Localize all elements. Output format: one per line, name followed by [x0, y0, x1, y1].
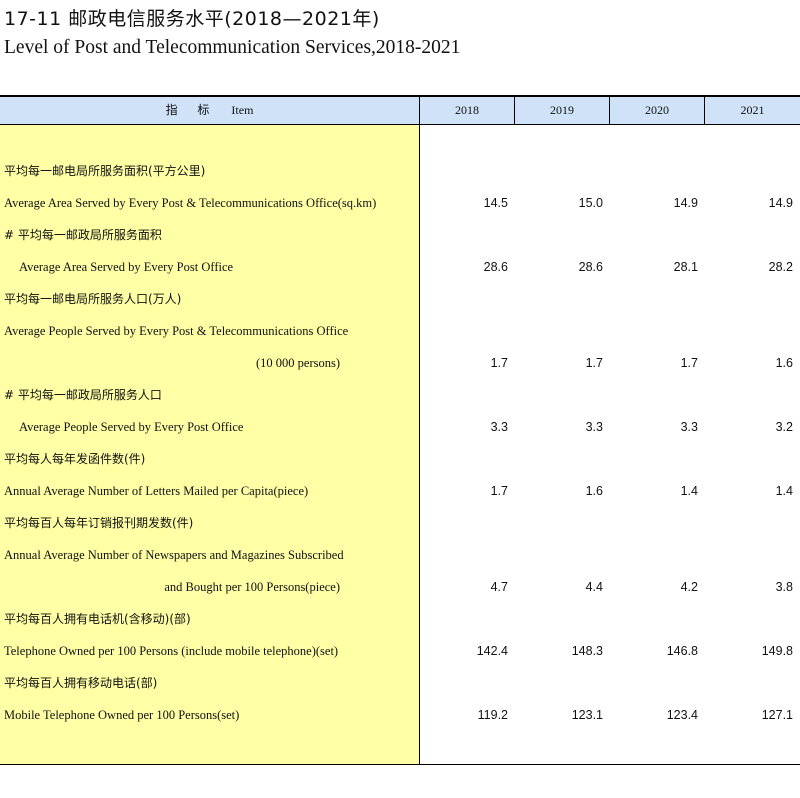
- value-cell-2020: 1.7: [680, 356, 698, 370]
- value-cell-2018: 1.7: [490, 356, 508, 370]
- table-row: 平均每百人每年订销报刊期发数(件): [0, 507, 800, 539]
- value-cell-2018: 3.3: [490, 420, 508, 434]
- value-cell-2018: 1.7: [490, 484, 508, 498]
- row-label: 平均每百人拥有电话机(含移动)(部): [4, 612, 191, 626]
- row-label: 平均每百人拥有移动电话(部): [4, 676, 158, 690]
- table-row: Annual Average Number of Newspapers and …: [0, 539, 800, 571]
- row-label: (10 000 persons): [255, 356, 340, 370]
- row-label: Average Area Served by Every Post & Tele…: [4, 196, 377, 210]
- table-row: Annual Average Number of Letters Mailed …: [0, 475, 800, 507]
- row-label: Average People Served by Every Post Offi…: [19, 420, 244, 434]
- value-cell-2021: 14.9: [768, 196, 793, 210]
- value-cell-2019: 1.6: [585, 484, 603, 498]
- value-cell-2020: 14.9: [673, 196, 698, 210]
- value-cell-2020: 123.4: [666, 708, 698, 722]
- table-row: # 平均每一邮政局所服务人口: [0, 379, 800, 411]
- header-item-english: Item: [231, 103, 254, 117]
- row-label: Annual Average Number of Letters Mailed …: [4, 484, 309, 498]
- row-label: 平均每一邮电局所服务人口(万人): [4, 292, 182, 306]
- table-row: (10 000 persons) 1.7 1.7 1.7 1.6: [0, 347, 800, 379]
- table-row: 平均每百人拥有电话机(含移动)(部): [0, 603, 800, 635]
- table-row: 平均每一邮电局所服务面积(平方公里): [0, 155, 800, 187]
- header-year-2018: 2018: [420, 97, 515, 124]
- value-cell-2019: 148.3: [571, 644, 603, 658]
- row-label: Mobile Telephone Owned per 100 Persons(s…: [4, 708, 240, 722]
- table-row: Telephone Owned per 100 Persons (include…: [0, 635, 800, 667]
- value-cell-2019: 1.7: [585, 356, 603, 370]
- table-title-english: Level of Post and Telecommunication Serv…: [4, 37, 461, 58]
- value-cell-2018: 119.2: [477, 708, 508, 722]
- value-cell-2018: 14.5: [483, 196, 508, 210]
- row-label: Average People Served by Every Post & Te…: [4, 324, 349, 338]
- value-cell-2020: 1.4: [680, 484, 698, 498]
- value-cell-2018: 28.6: [483, 260, 508, 274]
- header-item-chinese: 指 标: [165, 103, 218, 117]
- value-cell-2019: 4.4: [585, 580, 603, 594]
- value-cell-2020: 146.8: [666, 644, 698, 658]
- row-label: Annual Average Number of Newspapers and …: [4, 548, 344, 562]
- value-cell-2019: 15.0: [578, 196, 603, 210]
- table-top-rule: [0, 95, 800, 97]
- table-header-row: 指 标 Item 2018 2019 2020 2021: [0, 97, 800, 125]
- value-cell-2019: 3.3: [585, 420, 603, 434]
- item-column-background: [0, 125, 420, 764]
- value-cell-2019: 28.6: [578, 260, 603, 274]
- table-title-chinese: 17-11 邮政电信服务水平(2018—2021年): [4, 8, 380, 30]
- table-row: Mobile Telephone Owned per 100 Persons(s…: [0, 699, 800, 731]
- table-row: Average Area Served by Every Post & Tele…: [0, 187, 800, 219]
- value-cell-2021: 28.2: [768, 260, 793, 274]
- statistics-table: 指 标 Item 2018 2019 2020 2021 平均每一邮电局所服务面积…: [0, 95, 800, 765]
- header-year-2020: 2020: [610, 97, 705, 124]
- value-cell-2021: 149.8: [761, 644, 793, 658]
- row-label: # 平均每一邮政局所服务面积: [4, 228, 162, 242]
- table-row: # 平均每一邮政局所服务面积: [0, 219, 800, 251]
- table-row: 平均每一邮电局所服务人口(万人): [0, 283, 800, 315]
- table-row: Average People Served by Every Post Offi…: [0, 411, 800, 443]
- value-cell-2021: 3.8: [775, 580, 793, 594]
- row-label: Telephone Owned per 100 Persons (include…: [4, 644, 339, 658]
- row-label: 平均每人每年发函件数(件): [4, 452, 146, 466]
- value-cell-2021: 3.2: [775, 420, 793, 434]
- header-item: 指 标 Item: [0, 97, 420, 124]
- row-label: # 平均每一邮政局所服务人口: [4, 388, 162, 402]
- value-cell-2021: 1.4: [775, 484, 793, 498]
- value-cell-2021: 1.6: [775, 356, 793, 370]
- table-row: 平均每人每年发函件数(件): [0, 443, 800, 475]
- table-row: Average People Served by Every Post & Te…: [0, 315, 800, 347]
- value-cell-2018: 142.4: [476, 644, 508, 658]
- header-year-2021: 2021: [740, 103, 765, 117]
- table-bottom-rule: [0, 764, 800, 765]
- value-cell-2019: 123.1: [571, 708, 603, 722]
- row-label: and Bought per 100 Persons(piece): [164, 580, 340, 594]
- table-row: 平均每百人拥有移动电话(部): [0, 667, 800, 699]
- table-row: and Bought per 100 Persons(piece) 4.7 4.4 4…: [0, 571, 800, 603]
- header-year-2019: 2019: [515, 97, 610, 124]
- row-label: Average Area Served by Every Post Office: [19, 260, 234, 274]
- table-row: Average Area Served by Every Post Office…: [0, 251, 800, 283]
- row-label: 平均每百人每年订销报刊期发数(件): [4, 516, 194, 530]
- value-cell-2018: 4.7: [490, 580, 508, 594]
- value-cell-2020: 4.2: [680, 580, 698, 594]
- value-cell-2020: 3.3: [680, 420, 698, 434]
- value-cell-2020: 28.1: [673, 260, 698, 274]
- row-label: 平均每一邮电局所服务面积(平方公里): [4, 164, 206, 178]
- value-cell-2021: 127.1: [761, 708, 793, 722]
